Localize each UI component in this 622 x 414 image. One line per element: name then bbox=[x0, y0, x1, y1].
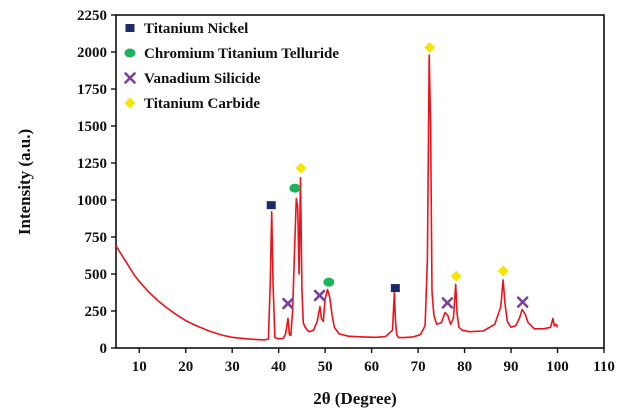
y-axis-ticks: 0 250 500 750 1000 1250 1500 1750 2000 2250 bbox=[77, 8, 116, 357]
x-tick-label: 20 bbox=[178, 359, 193, 375]
x-tick-label: 40 bbox=[271, 359, 286, 375]
peak-marker bbox=[266, 201, 276, 210]
legend-marker bbox=[124, 48, 136, 58]
x-axis-title: 2θ (Degree) bbox=[313, 389, 397, 408]
peak-marker bbox=[497, 265, 509, 277]
peak-marker bbox=[390, 284, 400, 293]
y-tick-label: 250 bbox=[85, 304, 108, 320]
y-tick-label: 500 bbox=[85, 267, 108, 283]
y-axis-title: Intensity (a.u.) bbox=[15, 129, 34, 235]
x-tick-label: 90 bbox=[504, 359, 519, 375]
legend-marker bbox=[124, 72, 136, 84]
x-tick-label: 10 bbox=[132, 359, 147, 375]
x-tick-label: 100 bbox=[546, 359, 569, 375]
legend-label: Chromium Titanium Telluride bbox=[144, 46, 339, 62]
x-tick-label: 50 bbox=[318, 359, 333, 375]
cross-stroke bbox=[124, 72, 136, 84]
peak-marker bbox=[450, 270, 462, 282]
plot-frame bbox=[115, 14, 605, 349]
x-tick-label: 70 bbox=[411, 359, 426, 375]
legend-label: Vanadium Silicide bbox=[144, 71, 261, 87]
y-tick-label: 2250 bbox=[77, 8, 107, 24]
x-tick-label: 30 bbox=[225, 359, 240, 375]
legend-marker bbox=[124, 97, 136, 109]
y-tick-label: 0 bbox=[100, 341, 108, 357]
legend: Titanium Nickel Chromium Titanium Telluri… bbox=[124, 21, 339, 112]
xrd-pattern-line bbox=[115, 54, 559, 341]
legend-marker bbox=[125, 24, 135, 32]
x-axis-ticks: 10 20 30 40 50 60 70 80 90 100 110 bbox=[132, 348, 615, 375]
peak-markers bbox=[266, 42, 529, 310]
peak-marker bbox=[295, 162, 307, 174]
peak-marker bbox=[313, 289, 326, 302]
y-tick-label: 750 bbox=[85, 230, 108, 246]
peak-marker bbox=[441, 297, 454, 309]
y-tick-label: 2000 bbox=[77, 45, 107, 61]
cross-stroke bbox=[313, 289, 326, 302]
peak-marker bbox=[282, 297, 294, 310]
y-tick-label: 1000 bbox=[77, 193, 107, 209]
x-tick-label: 80 bbox=[457, 359, 472, 375]
series-layer bbox=[115, 54, 559, 341]
y-tick-label: 1250 bbox=[77, 156, 107, 172]
cross-stroke bbox=[282, 297, 294, 310]
legend-label: Titanium Nickel bbox=[144, 21, 248, 37]
cross-stroke bbox=[441, 297, 454, 309]
legend-label: Titanium Carbide bbox=[144, 96, 260, 112]
axes bbox=[115, 14, 605, 349]
peak-marker bbox=[289, 183, 301, 193]
peak-marker bbox=[323, 277, 335, 287]
y-tick-label: 1750 bbox=[77, 82, 107, 98]
y-tick-label: 1500 bbox=[77, 119, 107, 135]
cross-stroke bbox=[516, 296, 529, 308]
peak-marker bbox=[516, 296, 529, 308]
peak-marker bbox=[424, 42, 436, 54]
x-tick-label: 60 bbox=[364, 359, 379, 375]
x-tick-label: 110 bbox=[593, 359, 615, 375]
